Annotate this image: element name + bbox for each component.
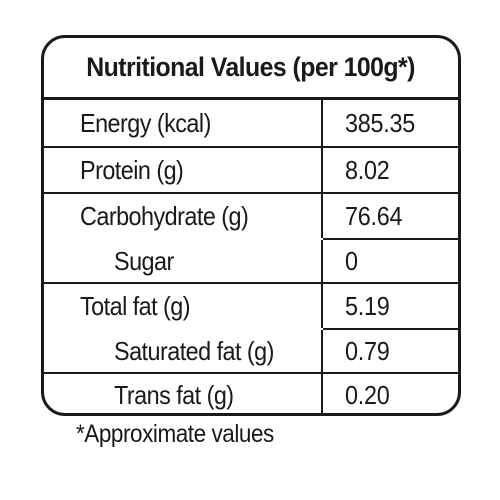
row-divider [323,328,458,330]
table-row-energy: Energy (kcal) 385.35 [44,100,458,146]
row-label: Total fat (g) [44,284,323,328]
row-value: 0.20 [345,379,390,410]
row-label: Saturated fat (g) [44,330,323,372]
nutrition-table: Nutritional Values (per 100g*) Energy (k… [41,35,461,416]
row-divider [323,238,458,240]
row-value: 0.79 [345,335,390,366]
row-value: 76.64 [345,200,403,231]
footnote: *Approximate values [76,420,274,448]
table-body: Energy (kcal) 385.35 Protein (g) 8.02 Ca… [44,100,458,413]
row-label: Energy (kcal) [44,100,323,146]
row-divider [44,146,458,148]
table-title: Nutritional Values (per 100g*) [44,38,458,100]
table-title-text: Nutritional Values (per 100g*) [86,52,416,82]
table-row-sugar: Sugar 0 [44,240,458,282]
row-divider [44,282,458,284]
row-divider [44,372,458,374]
row-label: Carbohydrate (g) [44,194,323,238]
row-value: 8.02 [345,154,390,185]
table-row-total-fat: Total fat (g) 5.19 [44,284,458,328]
table-row-protein: Protein (g) 8.02 [44,148,458,192]
table-row-saturated-fat: Saturated fat (g) 0.79 [44,330,458,372]
row-value: 5.19 [345,290,390,321]
row-label: Sugar [44,240,323,282]
row-divider [44,192,458,194]
row-value: 0 [345,245,358,276]
row-label: Protein (g) [44,148,323,192]
row-value: 385.35 [345,107,415,138]
table-row-trans-fat: Trans fat (g) 0.20 [44,374,458,413]
row-label: Trans fat (g) [44,374,323,413]
table-row-carbohydrate: Carbohydrate (g) 76.64 [44,194,458,238]
